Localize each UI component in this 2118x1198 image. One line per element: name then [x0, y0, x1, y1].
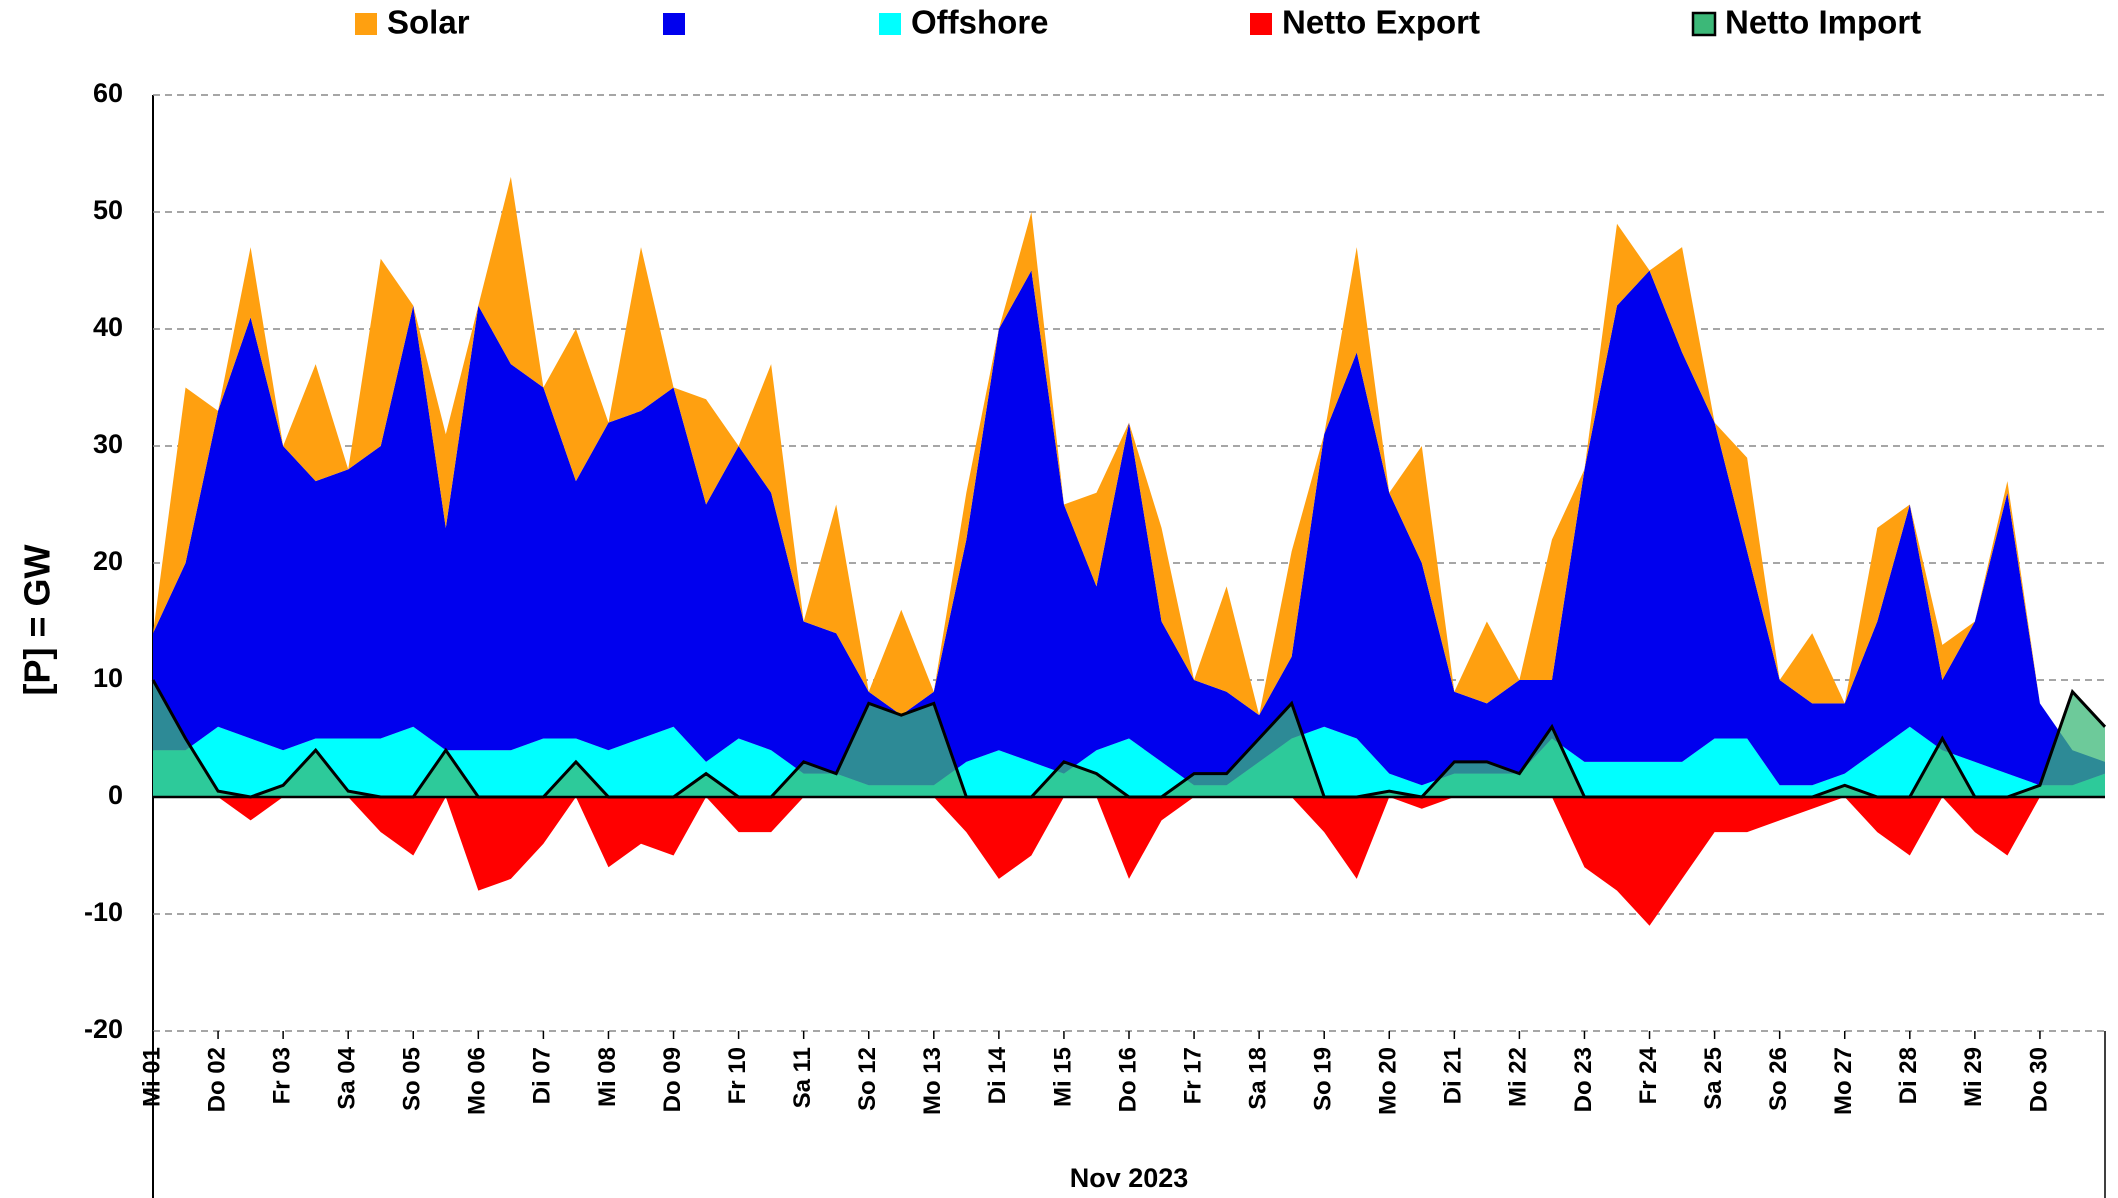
x-tick-label: Do 09	[659, 1047, 686, 1112]
y-tick-label: 40	[93, 312, 123, 342]
legend-swatch	[663, 13, 685, 35]
legend-label: Netto Export	[1282, 4, 1480, 41]
x-tick-label: Di 07	[529, 1047, 556, 1104]
y-axis-label: [P] = GW	[17, 544, 58, 695]
legend-swatch	[355, 13, 377, 35]
x-axis-label: Nov 2023	[1070, 1163, 1189, 1193]
x-tick-label: Fr 17	[1179, 1047, 1206, 1104]
y-tick-label: 0	[108, 780, 123, 810]
x-tick-label: So 12	[854, 1047, 881, 1111]
x-tick-label: Sa 04	[334, 1046, 361, 1109]
x-tick-label: Fr 24	[1635, 1046, 1662, 1104]
x-tick-label: Mi 22	[1505, 1047, 1532, 1107]
legend-swatch	[879, 13, 901, 35]
x-tick-label: Mi 08	[594, 1047, 621, 1107]
y-tick-label: 20	[93, 546, 123, 576]
x-tick-label: Di 21	[1440, 1047, 1467, 1104]
x-tick-label: Fr 03	[268, 1047, 295, 1104]
x-tick-label: So 19	[1310, 1047, 1337, 1111]
x-tick-label: Mo 06	[464, 1047, 491, 1115]
x-tick-label: Sa 18	[1244, 1047, 1271, 1110]
x-tick-label: Mo 27	[1830, 1047, 1857, 1115]
x-tick-label: Do 16	[1114, 1047, 1141, 1112]
net-area	[153, 797, 2105, 926]
y-tick-label: -10	[84, 897, 123, 927]
x-tick-label: Mi 29	[1960, 1047, 1987, 1107]
y-tick-label: -20	[84, 1014, 123, 1044]
x-tick-label: Do 02	[203, 1047, 230, 1112]
x-tick-label: Fr 10	[724, 1047, 751, 1104]
y-tick-label: 50	[93, 195, 123, 225]
x-tick-label: Mo 20	[1375, 1047, 1402, 1115]
legend-label: Netto Import	[1725, 4, 1921, 41]
x-tick-label: Di 14	[984, 1046, 1011, 1104]
stacked-area	[153, 176, 2105, 762]
x-tick-label: Do 23	[1570, 1047, 1597, 1112]
x-tick-label: So 05	[399, 1047, 426, 1111]
x-tick-label: Mi 01	[138, 1047, 165, 1107]
stacked-area	[153, 270, 2105, 786]
legend-swatch	[1250, 13, 1272, 35]
y-tick-label: 10	[93, 663, 123, 693]
legend-label: Solar	[387, 4, 470, 41]
stacked-area	[153, 726, 2105, 797]
x-tick-label: So 26	[1765, 1047, 1792, 1111]
y-tick-label: 30	[93, 429, 123, 459]
x-tick-label: Sa 25	[1700, 1047, 1727, 1110]
x-tick-label: Do 30	[2025, 1047, 2052, 1112]
x-tick-label: Mi 15	[1049, 1047, 1076, 1107]
y-tick-label: 60	[93, 78, 123, 108]
x-tick-label: Sa 11	[789, 1047, 816, 1108]
legend-label: Offshore	[911, 4, 1049, 41]
x-tick-label: Di 28	[1895, 1047, 1922, 1104]
legend-swatch	[1691, 11, 1717, 37]
x-tick-label: Mo 13	[919, 1047, 946, 1115]
